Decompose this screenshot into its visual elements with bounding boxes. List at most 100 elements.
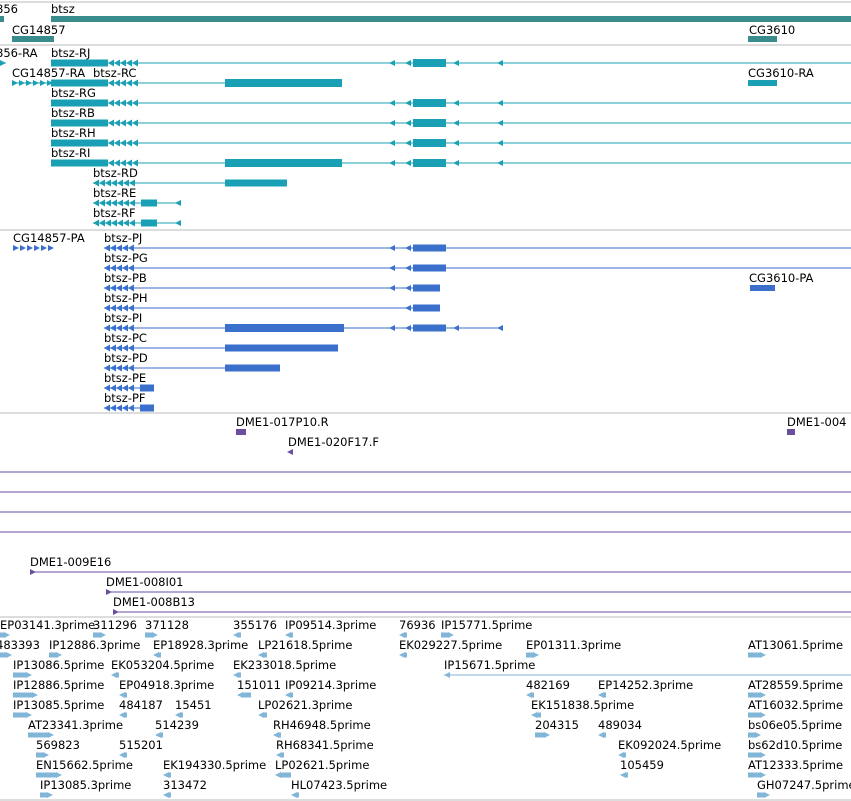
est-label: EP04918.3prime <box>119 678 214 692</box>
strand-arrow-left <box>389 60 395 66</box>
exon-block <box>413 139 446 147</box>
est-label: 15451 <box>175 698 212 712</box>
est-block <box>13 712 26 718</box>
strand-arrow-right <box>40 80 46 86</box>
est-block <box>124 752 127 758</box>
strand-arrow-left <box>276 752 282 758</box>
exon-block <box>750 285 775 291</box>
protein-label: btsz-PC <box>104 331 147 345</box>
est-block <box>160 732 163 738</box>
strand-arrow-left <box>598 692 604 698</box>
strand-arrow-right <box>27 245 33 251</box>
strand-arrow-left <box>233 672 239 678</box>
est-label: IP13085.3prime <box>40 778 131 792</box>
est-label: IP12886.5prime <box>13 678 104 692</box>
strand-arrow-left <box>291 792 297 798</box>
strand-arrow-left <box>526 692 532 698</box>
est-label: AT13061.5prime <box>748 638 843 652</box>
strand-arrow-left <box>126 139 132 147</box>
strand-arrow-left <box>453 100 459 106</box>
est-block <box>0 632 4 638</box>
est-block <box>603 692 606 698</box>
strand-arrow-left <box>104 304 110 312</box>
est-label: IP13085.5prime <box>13 698 104 712</box>
est-label: IP09214.3prime <box>285 678 376 692</box>
strand-arrow-left <box>119 752 125 758</box>
strand-arrow-left <box>110 244 116 252</box>
est-block <box>625 772 628 778</box>
gene-bar <box>12 36 54 42</box>
clone-label: DME1-020F17.F <box>288 435 379 449</box>
strand-arrow-left <box>389 160 395 166</box>
est-label: bs06e05.5prime <box>748 718 842 732</box>
strand-arrow-right <box>47 80 53 86</box>
strand-arrow-left <box>108 79 114 87</box>
strand-arrow-right <box>48 245 54 251</box>
est-label: EP01311.3prime <box>526 638 621 652</box>
exon-block <box>413 159 446 167</box>
strand-arrow-right <box>26 80 32 86</box>
strand-arrow-right <box>760 712 766 718</box>
est-block <box>441 632 448 638</box>
transcript-label: CG3610-RA <box>748 66 814 80</box>
est-label: EK151838.5prime <box>531 698 634 712</box>
strand-arrow-left <box>389 100 395 106</box>
strand-arrow-left <box>620 772 626 778</box>
strand-arrow-left <box>128 304 134 312</box>
strand-arrow-left <box>119 712 125 718</box>
est-label: EP03141.3prime <box>0 618 95 632</box>
strand-arrow-left <box>389 245 395 251</box>
protein-label: btsz-PB <box>104 271 147 285</box>
est-block <box>748 732 755 738</box>
est-label: EP14252.3prime <box>598 678 693 692</box>
strand-arrow-left <box>105 199 111 207</box>
est-block <box>296 792 299 798</box>
strand-arrow-left <box>273 732 279 738</box>
strand-arrow-left <box>405 100 411 106</box>
strand-arrow-left <box>108 59 114 67</box>
protein-label: btsz-PH <box>104 291 148 305</box>
est-block <box>36 772 56 778</box>
strand-arrow-left <box>132 79 138 87</box>
strand-arrow-right <box>100 632 106 638</box>
strand-arrow-left <box>405 160 411 166</box>
strand-arrow-left <box>122 404 128 412</box>
strand-arrow-left <box>110 264 116 272</box>
transcript-label: btsz-RE <box>93 186 136 200</box>
strand-arrow-left <box>129 199 135 207</box>
strand-arrow-left <box>110 384 116 392</box>
exon-block <box>140 384 154 392</box>
exon-block <box>413 99 446 107</box>
strand-arrow-left <box>122 364 128 372</box>
strand-arrow-left <box>111 219 117 227</box>
strand-arrow-left <box>126 59 132 67</box>
exon-block <box>140 404 154 412</box>
strand-arrow-left <box>128 264 134 272</box>
exon-block <box>225 364 280 372</box>
est-label: 484187 <box>119 698 163 712</box>
strand-arrow-left <box>116 344 122 352</box>
strand-arrow-left <box>163 792 169 798</box>
gene-bar <box>748 36 777 42</box>
strand-arrow-left <box>114 159 120 167</box>
strand-arrow-left <box>110 304 116 312</box>
protein-label: CG14857-PA <box>13 231 85 245</box>
strand-arrow-left <box>128 344 134 352</box>
est-block <box>116 672 119 678</box>
strand-arrow-left <box>120 119 126 127</box>
strand-arrow-left <box>497 60 503 66</box>
clone-track: DME1-017P10.R DME1-004 DME1-020F17.F DME1-0… <box>0 415 851 615</box>
strand-arrow-left <box>129 219 135 227</box>
strand-arrow-left <box>104 284 110 292</box>
est-block <box>145 632 152 638</box>
transcript-label: CG14857-RA <box>12 66 85 80</box>
strand-arrow-left <box>175 200 181 206</box>
est-block <box>603 732 606 738</box>
strand-arrow-left <box>116 244 122 252</box>
strand-arrow-right <box>152 632 158 638</box>
transcript-label: btsz-RJ <box>51 46 90 60</box>
strand-arrow-left <box>497 100 503 106</box>
strand-arrow-right <box>544 732 550 738</box>
est-block <box>278 732 281 738</box>
